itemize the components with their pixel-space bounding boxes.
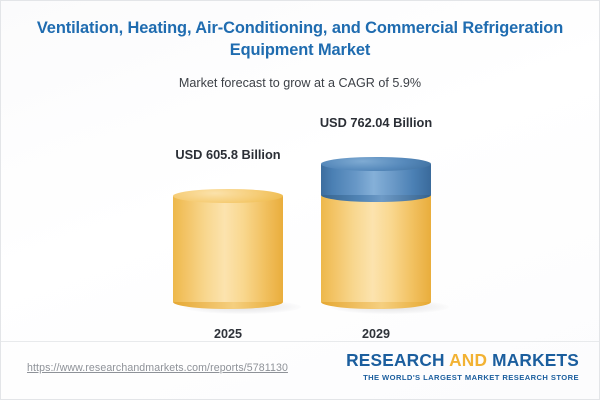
logo-word-research: RESEARCH <box>346 350 445 370</box>
logo-tagline: THE WORLD'S LARGEST MARKET RESEARCH STOR… <box>363 372 579 382</box>
bar-value-label-2029: USD 762.04 Billion <box>319 115 433 130</box>
logo-wordmark: RESEARCH AND MARKETS <box>346 350 579 371</box>
cylinder-body <box>173 196 283 302</box>
bar-segment-growth-2029 <box>321 157 431 202</box>
research-and-markets-logo: RESEARCH AND MARKETS THE WORLD'S LARGEST… <box>346 350 579 382</box>
logo-word-markets: MARKETS <box>492 350 579 370</box>
header: Ventilation, Heating, Air-Conditioning, … <box>1 1 599 92</box>
bar-group-2025: USD 605.8 Billion 2025 <box>153 109 303 341</box>
report-url-link[interactable]: https://www.researchandmarkets.com/repor… <box>27 362 288 374</box>
bar-segment-base-2029 <box>321 188 431 309</box>
cylinder-bar-2025 <box>173 189 301 314</box>
bar-value-label-2025: USD 605.8 Billion <box>175 147 281 162</box>
logo-word-and: AND <box>449 350 488 370</box>
footer: https://www.researchandmarkets.com/repor… <box>1 341 599 399</box>
bar-category-label-2029: 2029 <box>361 327 391 341</box>
page-title: Ventilation, Heating, Air-Conditioning, … <box>36 19 564 59</box>
cylinder-top-ellipse <box>321 157 431 171</box>
bar-chart-plot-area: USD 605.8 Billion 2025 USD 762.04 Billio… <box>1 109 599 341</box>
cylinder-top-ellipse <box>173 189 283 203</box>
bar-segment-base-2025 <box>173 189 283 309</box>
cylinder-body <box>321 195 431 302</box>
bar-group-2029: USD 762.04 Billion 2029 <box>301 109 451 341</box>
subtitle: Market forecast to grow at a CAGR of 5.9… <box>178 76 422 91</box>
bar-category-label-2025: 2025 <box>213 327 243 341</box>
cylinder-bar-2029 <box>321 157 449 314</box>
